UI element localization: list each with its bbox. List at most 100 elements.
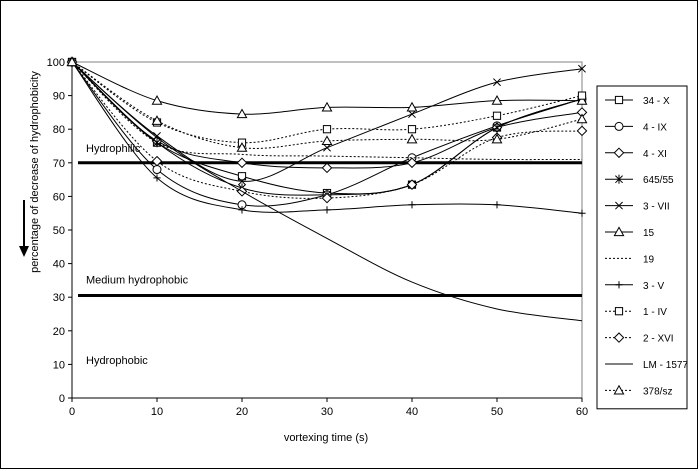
data-point <box>613 332 625 343</box>
legend-item: LM - 1577 <box>605 360 688 371</box>
legend-label: 4 - IX <box>643 122 667 133</box>
x-tick-label: 50 <box>491 406 503 418</box>
series-line <box>71 61 583 169</box>
y-tick-label: 50 <box>53 225 65 237</box>
x-tick-label: 0 <box>69 406 75 418</box>
legend-box <box>596 85 688 410</box>
legend-label: 34 - X <box>643 96 670 107</box>
x-tick-label: 30 <box>321 406 333 418</box>
legend-label: LM - 1577 <box>643 360 688 371</box>
data-point <box>407 125 417 134</box>
y-tick-label: 30 <box>53 292 65 304</box>
series-line <box>71 61 583 161</box>
data-point <box>236 142 248 152</box>
data-point <box>577 91 587 100</box>
data-point <box>576 95 588 105</box>
y-axis-label: percentage of decrease of hydrophobicity <box>29 71 41 273</box>
zone-label: Hydrophobic <box>86 355 148 367</box>
y-tick-label: 90 <box>53 91 65 103</box>
series-layer <box>66 56 588 322</box>
series-lm-1577 <box>71 61 583 322</box>
y-tick-label: 40 <box>53 259 65 271</box>
data-point <box>66 56 78 67</box>
data-point <box>153 131 161 140</box>
data-point <box>151 155 163 167</box>
down-arrow-icon <box>19 246 29 257</box>
data-point <box>238 177 246 186</box>
data-point <box>236 108 248 119</box>
legend-item: 4 - XI <box>605 147 667 160</box>
data-point <box>615 174 623 184</box>
data-point <box>613 384 625 395</box>
data-point <box>614 95 624 105</box>
y-tick-label: 20 <box>53 326 65 338</box>
x-tick-label: 20 <box>236 406 248 418</box>
axes: 0 10 20 30 40 50 60 70 80 90 100 0 10 20 30 40 50 60 <box>19 57 588 418</box>
zone-label: Hydrophilic <box>86 143 141 155</box>
data-point <box>237 172 247 181</box>
data-point <box>321 135 333 146</box>
data-point <box>614 121 624 131</box>
series-15 <box>66 56 588 119</box>
legend-item: 1 - IV <box>605 307 667 318</box>
plot-border <box>71 61 583 399</box>
data-point <box>576 113 588 124</box>
legend-item: 3 - V <box>605 281 664 292</box>
legend-label: 1 - IV <box>643 307 667 318</box>
data-point <box>576 125 588 137</box>
series-line <box>71 61 583 199</box>
data-point <box>578 64 586 73</box>
data-point <box>406 157 418 169</box>
data-point <box>151 95 163 105</box>
data-point <box>321 162 333 174</box>
y-tick-label: 100 <box>47 57 65 69</box>
data-point <box>408 110 416 119</box>
data-point <box>323 143 331 152</box>
y-tick-label: 0 <box>59 393 65 405</box>
series-4-xi <box>66 56 588 174</box>
y-tick-label: 70 <box>53 158 65 170</box>
data-point <box>406 101 418 112</box>
legend-item: 645/55 <box>605 174 674 186</box>
legend-label: 378/sz <box>643 386 672 397</box>
legend-item: 3 - VII <box>605 202 670 213</box>
legend: 34 - X 4 - IX 4 - XI 645/55 3 - VII 15 19 3 - V… <box>596 85 688 410</box>
series-line <box>71 61 583 207</box>
legend-label: 3 - VII <box>643 202 670 213</box>
data-point <box>406 133 418 144</box>
legend-item: 4 - IX <box>605 121 667 133</box>
data-point <box>238 206 246 214</box>
legend-label: 4 - XI <box>643 149 667 160</box>
legend-label: 15 <box>643 228 655 239</box>
data-point <box>406 179 418 190</box>
plot-area <box>71 61 583 399</box>
legend-item: 19 <box>605 254 655 265</box>
data-point <box>236 157 248 169</box>
series-19 <box>71 61 583 161</box>
data-point <box>493 122 501 133</box>
x-axis-label: vortexing time (s) <box>284 432 368 444</box>
legend-label: 3 - V <box>643 281 664 292</box>
data-point <box>153 174 161 182</box>
data-point <box>613 226 625 237</box>
legend-label: 645/55 <box>643 175 674 186</box>
series-3-vii <box>68 58 586 186</box>
data-point <box>613 147 625 159</box>
y-tick-label: 60 <box>53 191 65 203</box>
legend-item: 2 - XVI <box>605 332 674 345</box>
x-tick-label: 10 <box>151 406 163 418</box>
data-point <box>491 95 503 105</box>
series-378-sz <box>66 56 588 152</box>
legend-item: 34 - X <box>605 95 670 107</box>
data-point <box>493 78 501 87</box>
data-point <box>492 111 502 120</box>
series-line <box>71 61 583 322</box>
data-point <box>323 206 331 214</box>
legend-item: 378/sz <box>605 384 672 397</box>
threshold-lines: Hydrophilic Medium hydrophobic Hydrophobic <box>78 143 582 367</box>
data-point <box>321 192 333 204</box>
y-tick-label: 80 <box>53 124 65 136</box>
zone-label: Medium hydrophobic <box>86 275 189 287</box>
